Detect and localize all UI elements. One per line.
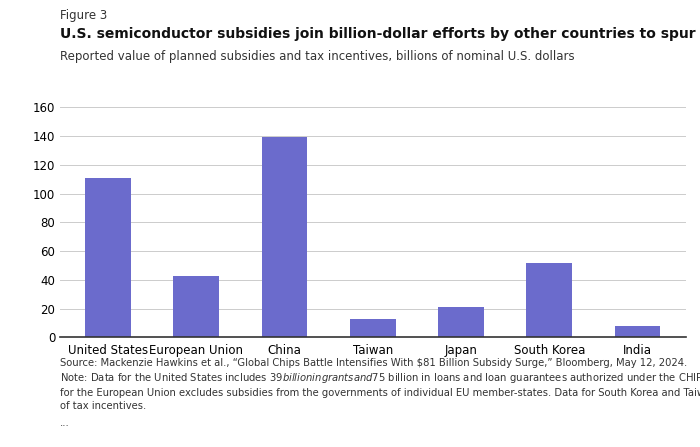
Bar: [350, 319, 395, 337]
Text: U.S. semiconductor subsidies join billion-dollar efforts by other countries to s: U.S. semiconductor subsidies join billio…: [60, 27, 700, 41]
Text: Source: Mackenzie Hawkins et al., “Global Chips Battle Intensifies With $81 Bill: Source: Mackenzie Hawkins et al., “Globa…: [60, 358, 687, 367]
Text: ...: ...: [60, 418, 69, 428]
Bar: [85, 178, 131, 337]
Text: Note: Data for the United States includes $39 billion in grants and $75 billion : Note: Data for the United States include…: [60, 371, 700, 411]
Bar: [438, 307, 484, 337]
Bar: [174, 276, 219, 337]
Bar: [262, 138, 307, 337]
Text: Reported value of planned subsidies and tax incentives, billions of nominal U.S.: Reported value of planned subsidies and …: [60, 50, 574, 63]
Text: Figure 3: Figure 3: [60, 9, 106, 22]
Bar: [615, 326, 660, 337]
Bar: [526, 263, 572, 337]
